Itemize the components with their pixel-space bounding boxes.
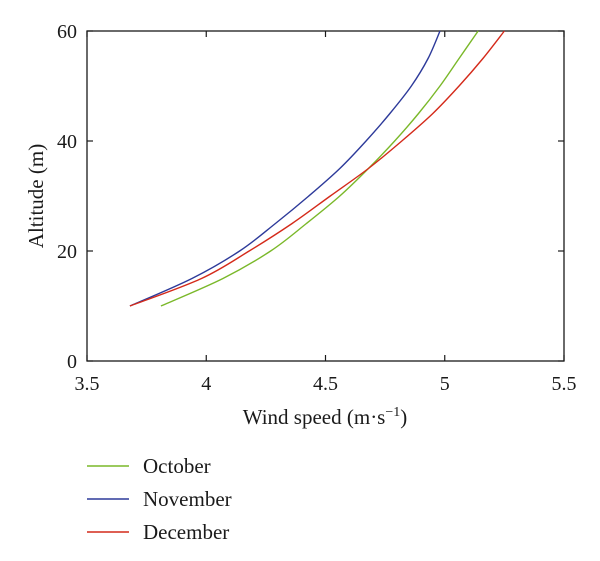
y-tick-label: 40	[57, 131, 77, 153]
series-layer	[129, 30, 505, 307]
x-axis-label-suffix: )	[400, 405, 407, 429]
x-tick-label: 3.5	[75, 373, 100, 395]
x-tick-label: 5	[440, 373, 450, 395]
ticks-layer: 3.5 4 4.5 5 5.5 0 20 40 60	[57, 21, 577, 395]
legend-label-november: November	[143, 487, 232, 511]
legend-label-october: October	[143, 454, 211, 478]
y-axis-label: Altitude (m)	[24, 144, 48, 248]
x-tick-label: 5.5	[552, 373, 577, 395]
y-tick-label: 20	[57, 241, 77, 263]
plot-frame	[86, 30, 565, 362]
x-axis-label-superscript: −1	[385, 405, 400, 420]
legend-label-december: December	[143, 520, 229, 544]
x-axis-label-main: Wind speed (m·s	[243, 405, 386, 429]
series-line-october	[160, 30, 479, 307]
x-axis-label: Wind speed (m·s−1)	[243, 405, 408, 429]
x-tick-label: 4	[201, 373, 211, 395]
y-tick-label: 0	[67, 351, 77, 373]
x-tick-label: 4.5	[313, 373, 338, 395]
y-tick-label: 60	[57, 21, 77, 43]
series-line-november	[129, 30, 441, 307]
series-line-december	[129, 30, 505, 307]
plot-area	[86, 30, 565, 362]
legend: October November December	[87, 454, 232, 544]
